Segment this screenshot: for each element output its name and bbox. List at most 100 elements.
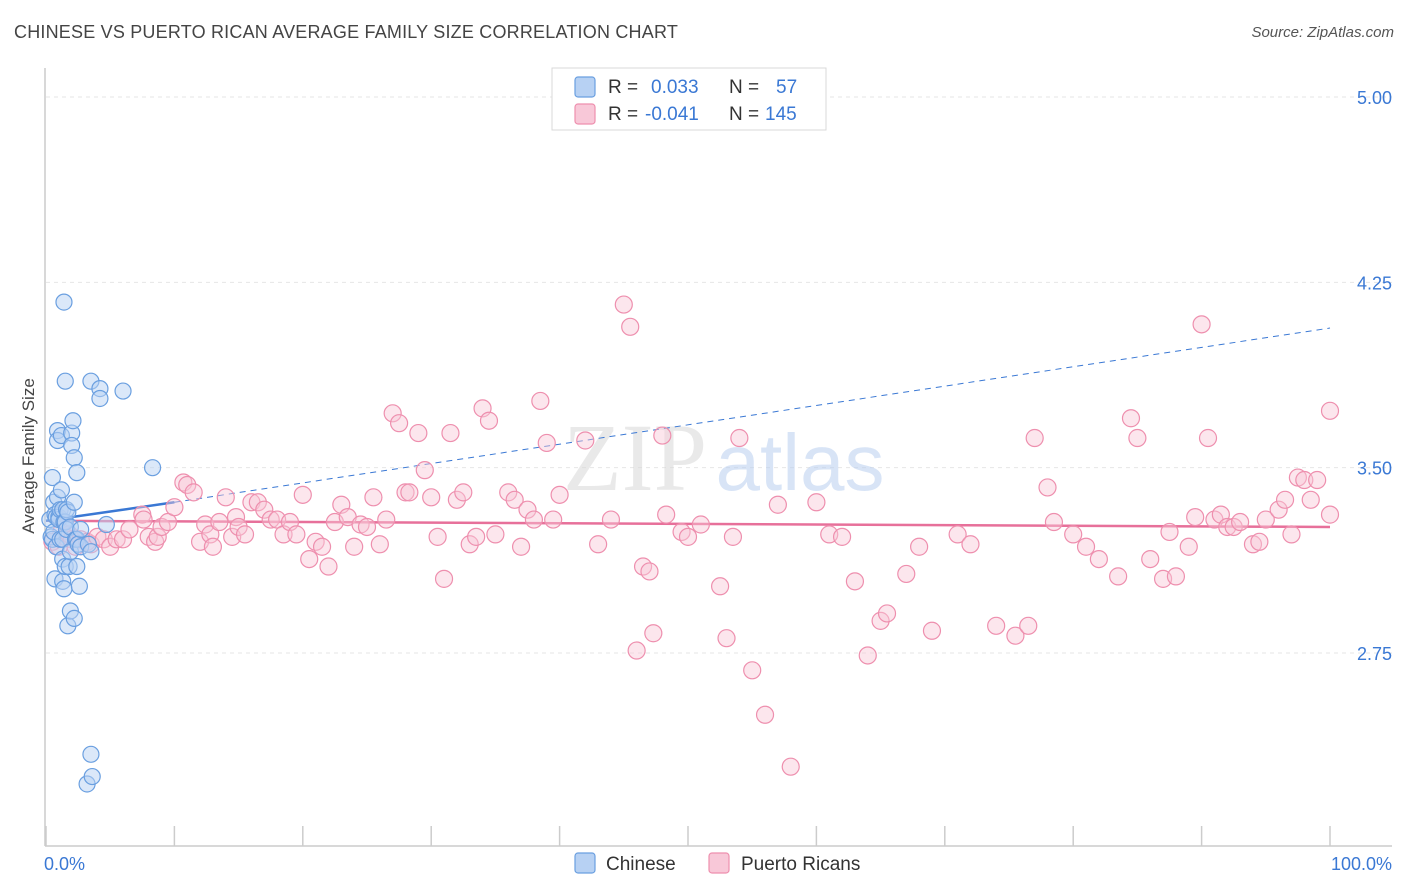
puerto-rican-point [627, 641, 646, 660]
puerto-rican-point [518, 500, 537, 519]
chinese-point [55, 293, 73, 311]
puerto-rican-point [948, 525, 967, 544]
puerto-rican-point [287, 525, 306, 544]
chinese-point [52, 481, 71, 499]
puerto-rican-point [312, 537, 332, 556]
chinese-point [70, 577, 88, 595]
legend-n-value-1: 57 [776, 77, 797, 98]
puerto-rican-point [460, 535, 479, 554]
source-label: Source: ZipAtlas.com [1251, 24, 1394, 41]
puerto-rican-point [531, 391, 550, 411]
chinese-point [114, 382, 132, 400]
chinese-point [56, 372, 74, 390]
puerto-rican-point [486, 525, 505, 544]
puerto-rican-point [203, 537, 223, 556]
puerto-rican-point [1166, 567, 1186, 586]
puerto-rican-point [644, 624, 663, 643]
chinese-point [68, 557, 86, 576]
puerto-rican-point [621, 317, 640, 336]
chinese-points [41, 293, 162, 793]
puerto-rican-point [768, 495, 787, 514]
puerto-rican-point [987, 616, 1006, 635]
puerto-rican-points [43, 295, 1340, 776]
puerto-rican-point [422, 488, 441, 507]
puerto-rican-point [781, 757, 800, 776]
chinese-point [72, 520, 90, 539]
legend-r-label-2: R = [608, 104, 638, 125]
puerto-rican-point [601, 510, 621, 529]
puerto-rican-point [1282, 525, 1301, 544]
puerto-rican-point [300, 549, 319, 569]
y-tick-label: 4.25 [1357, 273, 1392, 293]
chinese-point [64, 412, 82, 430]
puerto-rican-point [961, 535, 980, 554]
puerto-rican-point [524, 510, 544, 529]
puerto-rican-point [1320, 505, 1340, 524]
puerto-rican-point [235, 525, 255, 544]
puerto-rican-point [858, 646, 877, 665]
puerto-rican-point [364, 488, 383, 507]
puerto-rican-point [400, 483, 419, 502]
x-tick-label-max: 100.0% [1331, 854, 1392, 874]
x-tick-label-min: 0.0% [44, 854, 85, 874]
puerto-rican-point [377, 510, 396, 529]
chinese-point [65, 493, 83, 511]
puerto-rican-point [396, 483, 415, 502]
legend-swatch-chinese [574, 76, 596, 98]
puerto-rican-point [614, 295, 633, 314]
puerto-rican-point [1089, 549, 1108, 569]
chinese-point [97, 515, 115, 534]
puerto-rican-point [1160, 522, 1179, 542]
puerto-rican-point [755, 705, 775, 724]
puerto-rican-trend-line [45, 519, 1331, 529]
puerto-rican-point [1128, 428, 1147, 448]
puerto-rican-point [499, 483, 518, 502]
chart-title: CHINESE VS PUERTO RICAN AVERAGE FAMILY S… [14, 22, 679, 42]
puerto-rican-point [229, 517, 248, 537]
puerto-rican-point [1076, 537, 1096, 556]
puerto-rican-point [845, 572, 865, 591]
puerto-rican-point [428, 527, 447, 546]
puerto-rican-point [1198, 428, 1218, 448]
puerto-rican-point [120, 520, 139, 539]
puerto-rican-point [832, 527, 852, 546]
puerto-rican-point [178, 475, 197, 495]
chinese-trend-extension [174, 327, 1331, 503]
puerto-rican-point [678, 527, 698, 546]
puerto-rican-point [196, 515, 215, 534]
puerto-rican-point [441, 423, 460, 443]
puerto-rican-point [743, 661, 762, 680]
puerto-rican-point [653, 426, 672, 445]
puerto-rican-point [467, 527, 486, 546]
puerto-rican-point [1006, 626, 1025, 645]
chinese-point [83, 767, 101, 786]
puerto-rican-point [871, 611, 890, 630]
puerto-rican-point [1044, 512, 1064, 532]
puerto-rican-point [107, 530, 126, 549]
puerto-rican-point [1308, 470, 1327, 490]
y-tick-label: 5.00 [1357, 88, 1392, 108]
puerto-rican-point [210, 512, 229, 532]
puerto-rican-point [390, 414, 409, 433]
chinese-point [43, 468, 62, 487]
puerto-rican-point [730, 428, 749, 448]
legend-n-label-1: N = [729, 77, 759, 98]
puerto-rican-point [148, 527, 167, 546]
puerto-rican-point [383, 404, 402, 423]
puerto-rican-point [877, 604, 897, 623]
puerto-rican-point [248, 493, 267, 512]
puerto-rican-point [134, 510, 153, 529]
bottom-legend-chinese: Chinese [606, 854, 676, 875]
puerto-rican-point [550, 485, 569, 504]
puerto-rican-point [537, 433, 556, 453]
gridlines: 2.75 3.50 4.25 5.00 [46, 88, 1392, 664]
puerto-rican-point [717, 629, 736, 648]
puerto-rican-point [589, 535, 608, 554]
puerto-rican-point [1295, 470, 1314, 490]
puerto-rican-point [723, 527, 743, 546]
puerto-rican-point [113, 530, 133, 549]
puerto-rican-point [1109, 567, 1128, 586]
puerto-rican-point [370, 535, 389, 554]
puerto-rican-point [261, 510, 280, 529]
chinese-point [55, 580, 73, 598]
